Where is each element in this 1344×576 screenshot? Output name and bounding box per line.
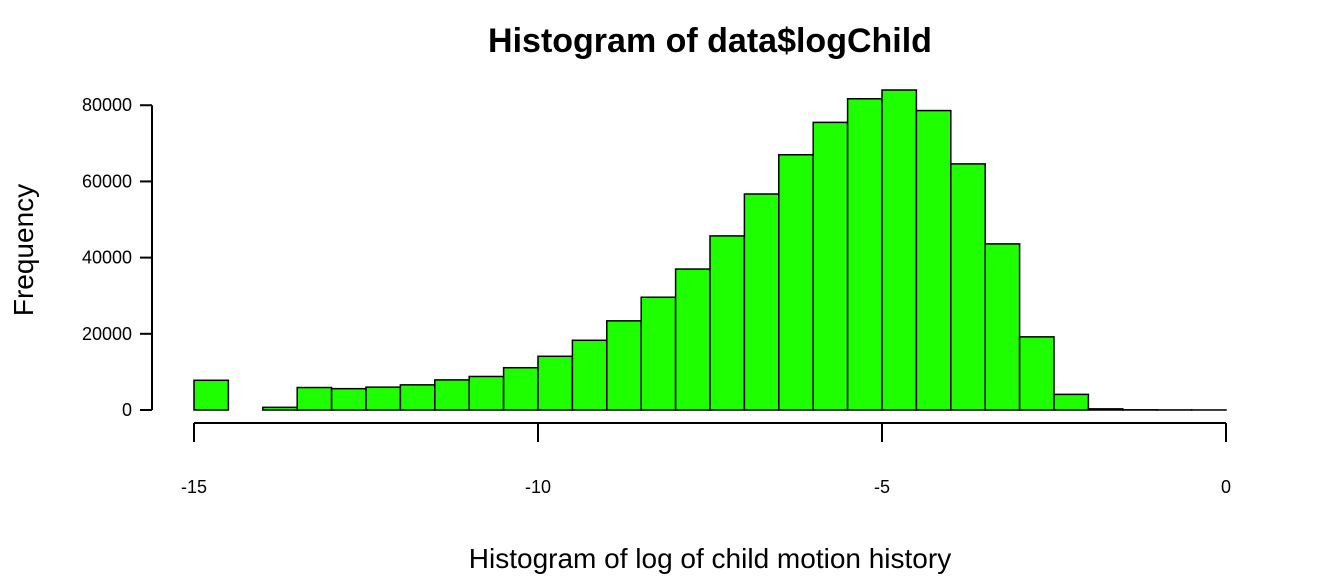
bars-group xyxy=(193,89,1227,411)
histogram-bar xyxy=(640,296,677,411)
histogram-bar xyxy=(881,89,918,411)
histogram-bar xyxy=(296,386,333,411)
histogram-bar xyxy=(399,384,436,411)
histogram-bar xyxy=(915,109,952,411)
x-tick-label: 0 xyxy=(1221,477,1231,497)
histogram-bar xyxy=(193,379,230,411)
y-tick-label: 60000 xyxy=(82,171,132,191)
y-axis-label: Frequency xyxy=(8,184,39,316)
y-tick-label: 80000 xyxy=(82,95,132,115)
x-tick-label: -5 xyxy=(874,477,890,497)
histogram-bar xyxy=(330,387,367,411)
y-axis: 0 20000 40000 60000 80000 xyxy=(82,95,153,420)
y-tick-label: 20000 xyxy=(82,324,132,344)
histogram-bar xyxy=(709,235,746,411)
x-axis: -15 -10 -5 0 xyxy=(181,422,1231,497)
y-tick-label: 0 xyxy=(122,400,132,420)
histogram-bar xyxy=(1087,408,1124,411)
histogram-bar xyxy=(812,121,849,411)
histogram-bar xyxy=(1053,393,1090,411)
histogram-bar xyxy=(537,355,574,411)
histogram-bar xyxy=(262,406,298,411)
x-axis-label: Histogram of log of child motion history xyxy=(469,543,951,574)
x-tick-label: -15 xyxy=(181,477,207,497)
histogram-bar xyxy=(984,243,1021,411)
histogram-bar xyxy=(571,339,608,411)
histogram-bar xyxy=(846,98,883,411)
y-tick-label: 40000 xyxy=(82,248,132,268)
chart-title: Histogram of data$logChild xyxy=(488,22,932,60)
histogram-bar xyxy=(1018,336,1055,411)
histogram-bar xyxy=(743,193,780,411)
histogram-bar xyxy=(502,366,539,411)
histogram-bar xyxy=(674,268,711,411)
histogram-bar xyxy=(950,163,986,411)
histogram-bar xyxy=(468,375,505,411)
histogram-bar xyxy=(778,154,814,411)
x-tick-label: -10 xyxy=(525,477,551,497)
histogram-bar xyxy=(606,320,642,411)
histogram-bar xyxy=(434,379,470,411)
histogram-bar xyxy=(365,386,402,411)
